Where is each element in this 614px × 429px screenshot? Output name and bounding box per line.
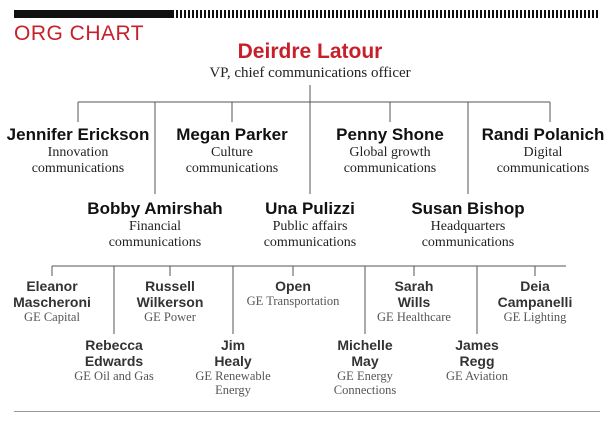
- org-node: Una Pulizzi Public affairs communication…: [232, 199, 388, 251]
- node-role: communications: [343, 161, 437, 176]
- node-role: Headquarters: [430, 219, 506, 234]
- node-role: GE Power: [144, 310, 196, 324]
- node-name: Edwards: [84, 353, 144, 369]
- node-name: Russell: [145, 278, 195, 294]
- node-name: Eleanor: [26, 278, 78, 294]
- node-name: Regg: [459, 353, 495, 369]
- node-role: GE Healthcare: [377, 310, 451, 324]
- org-node: Randi Polanich Digital communications: [472, 125, 614, 177]
- org-node: Bobby Amirshah Financial communications: [78, 199, 232, 251]
- node-name: Healy: [214, 353, 252, 369]
- node-role: communications: [421, 235, 515, 250]
- org-node: Michelle May GE Energy Connections: [310, 337, 420, 397]
- node-name: Bobby Amirshah: [87, 199, 223, 218]
- node-name: Jim: [220, 337, 246, 353]
- header-bar-hatched: [176, 10, 600, 18]
- org-node: James Regg GE Aviation: [427, 337, 527, 383]
- node-role: Innovation: [47, 145, 109, 160]
- header-bar-solid: [14, 10, 174, 18]
- node-name: James: [455, 337, 499, 353]
- node-role: GE Oil and Gas: [74, 369, 154, 383]
- node-name: Susan Bishop: [411, 199, 525, 218]
- node-role: communications: [31, 161, 125, 176]
- node-role: GE Renewable: [195, 369, 271, 383]
- org-node: Eleanor Mascheroni GE Capital: [2, 278, 102, 324]
- node-name: Megan Parker: [176, 125, 288, 144]
- node-role: Financial: [128, 219, 182, 234]
- org-node: Jennifer Erickson Innovation communicati…: [0, 125, 156, 177]
- node-role: GE Aviation: [446, 369, 508, 383]
- node-role: Public affairs: [272, 219, 348, 234]
- node-role: Digital: [523, 145, 563, 160]
- chart-title: ORG CHART: [14, 22, 145, 45]
- org-node: Megan Parker Culture communications: [157, 125, 307, 177]
- node-role: VP, chief communications officer: [209, 65, 411, 81]
- node-name: Penny Shone: [336, 125, 444, 144]
- bottom-divider: [14, 411, 600, 412]
- node-name: Mascheroni: [13, 294, 91, 310]
- node-role: communications: [185, 161, 279, 176]
- node-name: Wilkerson: [136, 294, 204, 310]
- node-name: Deirdre Latour: [237, 40, 383, 63]
- org-node: Susan Bishop Headquarters communications: [390, 199, 546, 251]
- node-name: Michelle: [337, 337, 393, 353]
- node-name: Randi Polanich: [481, 125, 605, 144]
- node-role: communications: [496, 161, 590, 176]
- org-node: Russell Wilkerson GE Power: [120, 278, 220, 324]
- org-node: Rebecca Edwards GE Oil and Gas: [59, 337, 169, 383]
- node-name: May: [351, 353, 379, 369]
- org-node: Penny Shone Global growth communications: [315, 125, 465, 177]
- node-name: Sarah: [394, 278, 434, 294]
- node-role: GE Capital: [24, 310, 80, 324]
- node-role: communications: [108, 235, 202, 250]
- node-role: Energy: [215, 383, 251, 397]
- org-node: Sarah Wills GE Healthcare: [364, 278, 464, 324]
- node-name: Open: [275, 278, 311, 294]
- node-role: Global growth: [349, 145, 431, 160]
- node-role: GE Energy: [337, 369, 393, 383]
- org-node: Open GE Transportation: [233, 278, 353, 308]
- node-name: Wills: [397, 294, 431, 310]
- org-node: Deia Campanelli GE Lighting: [485, 278, 585, 324]
- node-role: GE Transportation: [246, 294, 340, 308]
- node-name: Jennifer Erickson: [6, 125, 150, 144]
- org-node-top: Deirdre Latour VP, chief communications …: [170, 40, 450, 82]
- node-role: GE Lighting: [503, 310, 567, 324]
- node-role: Connections: [333, 383, 397, 397]
- org-node: Jim Healy GE Renewable Energy: [178, 337, 288, 397]
- node-role: communications: [263, 235, 357, 250]
- node-name: Una Pulizzi: [265, 199, 355, 218]
- node-role: Culture: [211, 145, 253, 160]
- node-name: Campanelli: [497, 294, 573, 310]
- node-name: Rebecca: [85, 337, 143, 353]
- node-name: Deia: [520, 278, 550, 294]
